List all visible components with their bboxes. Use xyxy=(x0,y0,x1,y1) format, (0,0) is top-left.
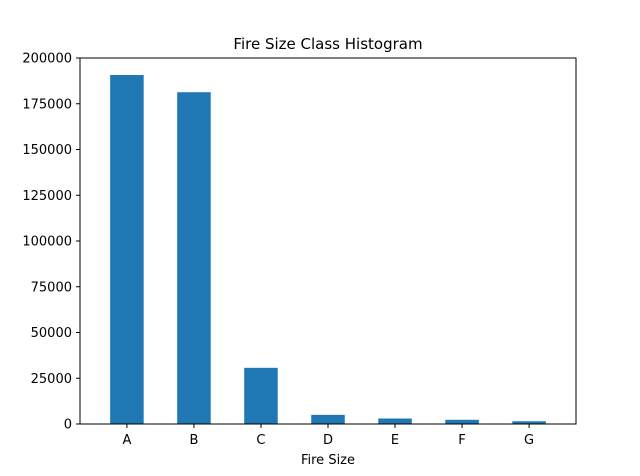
bar-G xyxy=(512,421,546,424)
bar-C xyxy=(244,367,278,424)
y-tick-label: 200000 xyxy=(22,52,72,67)
bars-group xyxy=(110,75,546,425)
x-tick-label-A: A xyxy=(122,433,131,448)
bar-E xyxy=(378,418,412,424)
y-tick-label: 50000 xyxy=(31,326,72,341)
y-tick-label: 125000 xyxy=(22,189,72,204)
x-tick-label-E: E xyxy=(391,433,399,448)
y-tick-label: 175000 xyxy=(22,97,72,112)
y-tick-label: 0 xyxy=(64,418,72,433)
x-axis-label: Fire Size xyxy=(301,453,355,468)
y-tick-label: 75000 xyxy=(31,280,72,295)
y-tick-label: 100000 xyxy=(22,235,72,250)
bar-B xyxy=(177,92,211,424)
bar-F xyxy=(445,419,479,424)
x-tick-label-D: D xyxy=(323,433,333,448)
bar-D xyxy=(311,414,345,424)
y-tick-label: 25000 xyxy=(31,372,72,387)
x-axis: A B C D E F G xyxy=(122,424,534,448)
plot-frame xyxy=(79,57,577,425)
chart-title: Fire Size Class Histogram xyxy=(233,35,422,53)
x-tick-label-B: B xyxy=(189,433,198,448)
bar-A xyxy=(110,75,144,425)
y-axis: 0 25000 50000 75000 100000 125000 150000 175000… xyxy=(22,52,80,433)
x-tick-label-C: C xyxy=(256,433,265,448)
y-tick-label: 150000 xyxy=(22,143,72,158)
x-tick-label-G: G xyxy=(524,433,534,448)
x-tick-label-F: F xyxy=(458,433,465,448)
